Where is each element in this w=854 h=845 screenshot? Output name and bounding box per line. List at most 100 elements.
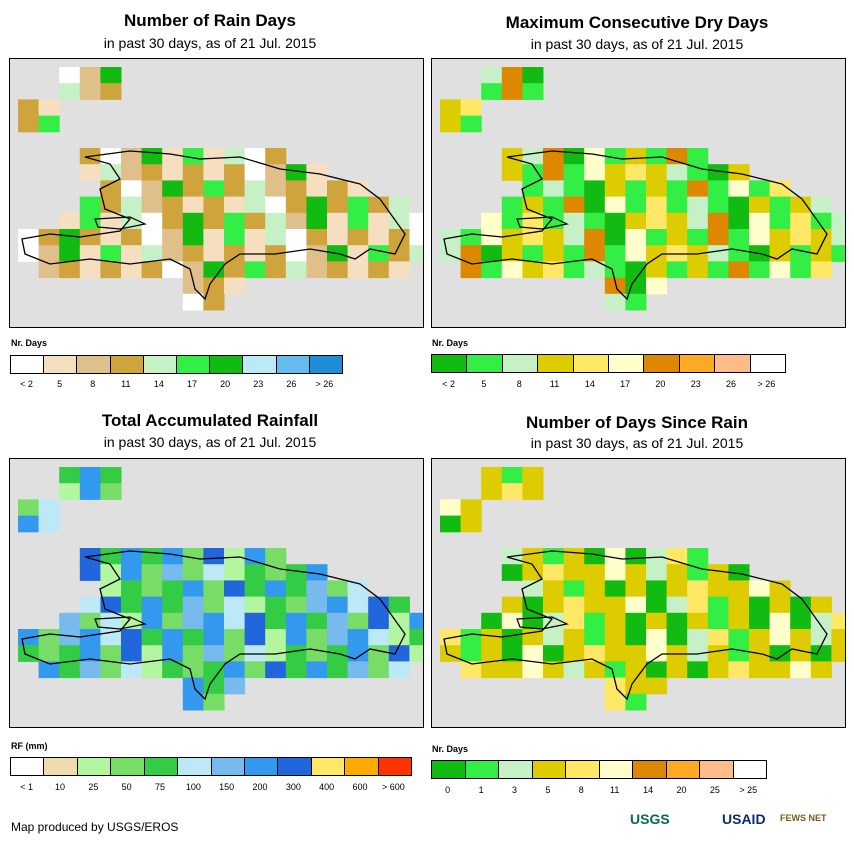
grid-cell — [666, 261, 688, 279]
grid-cell — [543, 245, 565, 262]
grid-cell — [666, 629, 688, 646]
grid-cell — [604, 677, 626, 695]
usgs-logo[interactable]: USGS — [630, 811, 670, 827]
grid-cell — [265, 180, 287, 198]
grid-cell — [347, 245, 369, 262]
grid-cell — [368, 245, 390, 262]
grid-cell — [285, 245, 307, 262]
map-days-since-rain[interactable] — [431, 458, 846, 728]
grid-cell — [306, 612, 328, 630]
grid-cell — [625, 612, 647, 630]
legend-swatch — [311, 758, 346, 775]
grid-cell — [100, 164, 122, 181]
grid-cell — [265, 661, 287, 679]
grid-cell — [182, 548, 204, 565]
legend-swatch — [467, 355, 503, 372]
grid-cell — [388, 596, 410, 614]
legend-swatch — [345, 758, 379, 775]
grid-cell — [522, 245, 544, 262]
map-layer — [18, 467, 423, 711]
grid-cell — [182, 277, 204, 295]
grid-cell — [18, 515, 40, 533]
grid-cell — [810, 661, 832, 679]
grid-cell — [244, 212, 266, 230]
grid-cell — [327, 612, 349, 630]
grid-cell — [38, 661, 60, 679]
map-rain-days[interactable] — [9, 58, 424, 328]
map-layer — [18, 67, 423, 311]
grid-cell — [790, 596, 812, 614]
legend-bar — [431, 354, 786, 373]
grid-cell — [162, 229, 184, 246]
grid-cell — [625, 277, 647, 295]
grid-cell — [646, 245, 668, 262]
grid-cell — [388, 212, 410, 230]
legend-tick-label: 17 — [620, 379, 631, 389]
grid-cell — [59, 261, 81, 279]
grid-cell — [749, 229, 771, 246]
grid-cell — [666, 196, 688, 214]
grid-cell — [244, 612, 266, 630]
grid-cell — [203, 212, 225, 230]
grid-cell — [203, 612, 225, 630]
grid-cell — [388, 612, 410, 630]
grid-cell — [121, 548, 143, 565]
grid-cell — [646, 196, 668, 214]
legend-tick-label: 400 — [319, 782, 335, 792]
fews-net-logo[interactable]: FEWS NET — [780, 813, 827, 823]
grid-cell — [460, 245, 482, 262]
legend-swatch — [750, 355, 786, 372]
grid-cell — [409, 212, 423, 230]
grid-cell — [543, 148, 565, 165]
grid-cell — [306, 245, 328, 262]
grid-cell — [224, 548, 246, 565]
legend-tick-label: 11 — [549, 379, 560, 389]
grid-cell — [625, 596, 647, 614]
grid-cell — [224, 229, 246, 246]
map-total-rainfall[interactable] — [9, 458, 424, 728]
grid-cell — [481, 612, 503, 630]
grid-cell — [563, 661, 585, 679]
grid-cell — [141, 180, 163, 198]
grid-cell — [831, 212, 845, 230]
grid-cell — [368, 661, 390, 679]
grid-cell — [707, 661, 729, 679]
grid-cell — [728, 261, 750, 279]
grid-cell — [625, 548, 647, 565]
legend-tick-label: 23 — [253, 379, 264, 389]
legend-tick-label: 150 — [219, 782, 235, 792]
grid-cell — [501, 67, 523, 84]
map-max-dry-days[interactable] — [431, 58, 846, 328]
grid-cell — [646, 148, 668, 165]
legend-swatch — [432, 355, 468, 372]
grid-cell — [707, 645, 729, 662]
grid-cell — [203, 245, 225, 262]
grid-cell — [306, 229, 328, 246]
grid-cell — [182, 596, 204, 614]
grid-cell — [481, 645, 503, 662]
grid-cell — [790, 612, 812, 630]
usaid-logo[interactable]: USAID — [722, 811, 766, 827]
grid-cell — [769, 261, 791, 279]
grid-cell — [790, 245, 812, 262]
legend-swatch — [679, 355, 716, 372]
grid-cell — [749, 261, 771, 279]
grid-cell — [522, 483, 544, 500]
grid-cell — [224, 164, 246, 181]
grid-cell — [265, 229, 287, 246]
grid-cell — [327, 196, 349, 214]
grid-cell — [141, 261, 163, 279]
grid-cell — [224, 245, 246, 262]
grid-cell — [285, 180, 307, 198]
grid-cell — [121, 180, 143, 198]
grid-cell — [244, 661, 266, 679]
grid-cell — [604, 212, 626, 230]
grid-cell — [285, 645, 307, 662]
grid-cell — [707, 261, 729, 279]
grid-cell — [100, 83, 122, 100]
grid-cell — [769, 612, 791, 630]
grid-cell — [666, 180, 688, 198]
grid-cell — [584, 580, 606, 598]
grid-cell — [285, 164, 307, 181]
grid-cell — [810, 261, 832, 279]
